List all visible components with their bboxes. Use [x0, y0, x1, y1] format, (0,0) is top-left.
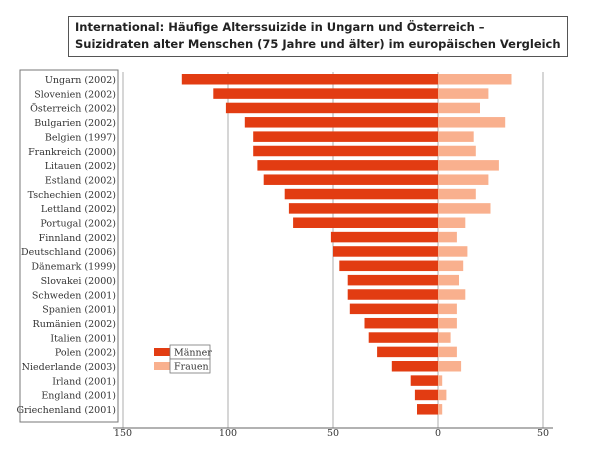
category-label-box: [19, 69, 119, 423]
bar-maenner: [288, 203, 438, 214]
bar-frauen: [438, 289, 466, 300]
bar-frauen: [438, 88, 489, 99]
legend-label: Frauen: [174, 362, 209, 373]
category-label: Irland (2001): [52, 376, 116, 387]
legend-swatch: [154, 348, 172, 356]
category-labels: Ungarn (2002) Slovenien (2002) Österreich …: [17, 75, 116, 416]
bar-maenner: [330, 231, 438, 243]
bar-frauen: [438, 317, 457, 329]
category-label: Litauen (2002): [45, 161, 116, 172]
x-axis: 150 100 50 0 50: [113, 427, 553, 439]
bar-frauen: [438, 145, 476, 157]
bar-maenner: [391, 361, 438, 372]
category-label: Griechenland (2001): [17, 405, 116, 416]
category-label: Lettland (2002): [41, 204, 116, 215]
bar-frauen: [438, 303, 457, 315]
category-label: Italien (2001): [50, 333, 116, 344]
bar-maenner: [347, 289, 438, 300]
bar-maenner: [257, 160, 438, 171]
bar-frauen: [438, 203, 491, 214]
category-label: Belgien (1997): [45, 132, 116, 143]
bar-maenner: [377, 346, 438, 358]
bar-maenner: [244, 117, 438, 128]
x-tick-label: 0: [435, 428, 441, 439]
category-label: Dänemark (1999): [31, 262, 116, 273]
bar-maenner: [263, 174, 438, 185]
bar-maenner: [347, 274, 438, 286]
category-label: Deutschland (2006): [21, 247, 116, 258]
x-tick-label: 150: [114, 428, 132, 439]
category-label: England (2001): [41, 391, 116, 402]
x-tick-label: 50: [537, 428, 549, 439]
chart-title-line-1: International: Häufige Alterssuizide in …: [75, 20, 485, 34]
bar-maenner: [364, 317, 438, 329]
bar-frauen: [438, 375, 443, 386]
bar-frauen: [438, 346, 457, 358]
bar-maenner: [293, 217, 438, 228]
bar-frauen: [438, 74, 512, 85]
x-tick-label: 50: [327, 428, 339, 439]
legend-label: Männer: [174, 348, 212, 359]
category-label: Slovenien (2002): [34, 89, 116, 100]
category-label: Finnland (2002): [39, 233, 116, 244]
bar-frauen: [438, 160, 499, 171]
category-label: Spanien (2001): [42, 305, 116, 316]
chart-title-line-2: Suizidraten alter Menschen (75 Jahre und…: [75, 37, 561, 51]
bar-maenner: [333, 246, 438, 257]
bar-frauen: [438, 389, 447, 401]
bar-maenner: [339, 260, 438, 272]
bar-maenner: [253, 145, 438, 157]
x-tick-label: 100: [219, 428, 237, 439]
bar-frauen: [438, 188, 476, 200]
bar-frauen: [438, 217, 466, 228]
bar-maenner: [284, 188, 438, 200]
bar-frauen: [438, 246, 468, 257]
category-label: Portugal (2002): [40, 219, 116, 230]
bar-frauen: [438, 332, 451, 343]
category-label: Niederlande (2003): [22, 362, 116, 373]
legend-swatch: [154, 362, 172, 370]
bar-frauen: [438, 274, 459, 286]
bar-maenner: [213, 88, 438, 99]
bar-frauen: [438, 117, 506, 128]
category-label: Polen (2002): [55, 348, 116, 359]
bar-frauen: [438, 174, 489, 185]
bar-maenner: [368, 332, 438, 343]
category-label: Tschechien (2002): [28, 190, 116, 201]
category-label: Slovakei (2000): [41, 276, 116, 287]
category-label: Ungarn (2002): [45, 75, 116, 86]
bar-maenner: [181, 74, 439, 85]
category-label: Bulgarien (2002): [34, 118, 116, 129]
legend-label-box: [169, 358, 211, 374]
category-label: Frankreich (2000): [28, 147, 116, 158]
bar-maenner: [225, 102, 438, 114]
bar-maenner: [414, 389, 438, 401]
bar-maenner: [253, 131, 438, 142]
bars-group: [181, 74, 512, 415]
category-label: Österreich (2002): [30, 103, 116, 115]
bar-frauen: [438, 131, 474, 142]
bar-maenner: [349, 303, 438, 315]
bar-maenner: [417, 404, 438, 415]
legend: Männer Frauen: [154, 344, 212, 374]
bar-frauen: [438, 231, 457, 243]
category-label: Schweden (2001): [32, 290, 116, 301]
bar-frauen: [438, 404, 443, 415]
category-label: Estland (2002): [45, 175, 116, 186]
bar-frauen: [438, 361, 462, 372]
bar-frauen: [438, 102, 480, 114]
category-label: Rumänien (2002): [33, 319, 116, 330]
chart-title-box: International: Häufige Alterssuizide in …: [68, 16, 568, 57]
bar-maenner: [410, 375, 438, 386]
bar-frauen: [438, 260, 464, 272]
